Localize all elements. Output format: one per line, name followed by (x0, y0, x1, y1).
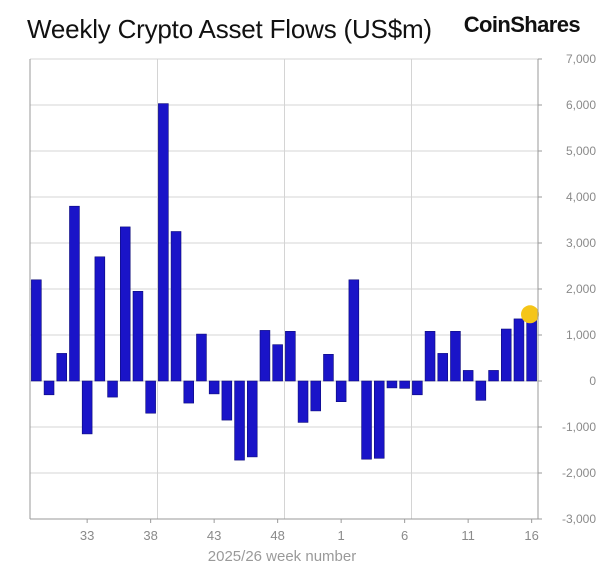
x-tick-label: 6 (401, 528, 408, 543)
bar[interactable] (323, 354, 334, 382)
bar[interactable] (500, 328, 512, 382)
bar[interactable] (31, 279, 42, 382)
y-tick-label: -1,000 (562, 420, 596, 434)
bar[interactable] (107, 380, 118, 398)
x-tick-label: 1 (338, 528, 345, 543)
bar[interactable] (475, 380, 487, 401)
coinshares-logo: CoinShares (463, 12, 581, 37)
bar[interactable] (94, 256, 106, 382)
bar[interactable] (373, 380, 385, 459)
x-axis-ticks: 33 38 43 48 1 6 11 16 (80, 519, 539, 543)
bars (31, 103, 539, 461)
bar[interactable] (424, 331, 436, 382)
bar[interactable] (158, 103, 169, 382)
x-tick-label: 16 (524, 528, 538, 543)
bar[interactable] (132, 290, 144, 382)
bar[interactable] (412, 380, 423, 396)
x-tick-label: 33 (80, 528, 94, 543)
y-tick-label: 2,000 (566, 282, 596, 296)
bar[interactable] (348, 279, 360, 382)
bar[interactable] (145, 380, 156, 414)
y-axis-ticks: 7,000 6,000 5,000 4,000 3,000 2,000 1,000 0 -1,0… (538, 52, 596, 526)
x-tick-label: 38 (143, 528, 157, 543)
bar[interactable] (488, 370, 499, 382)
x-tick-label: 48 (270, 528, 284, 543)
bar[interactable] (437, 353, 449, 382)
y-tick-label: 1,000 (566, 328, 596, 342)
bar[interactable] (119, 226, 131, 382)
bar[interactable] (513, 318, 525, 382)
y-tick-label: 5,000 (566, 144, 596, 158)
y-tick-label: 3,000 (566, 236, 596, 250)
bar[interactable] (69, 205, 80, 382)
bar[interactable] (43, 380, 55, 396)
bar[interactable] (386, 380, 398, 389)
highlight-dot (521, 305, 539, 324)
bar[interactable] (285, 331, 296, 382)
bar[interactable] (170, 231, 182, 382)
bar[interactable] (221, 380, 233, 421)
y-tick-label: 0 (589, 374, 596, 388)
bar[interactable] (196, 333, 207, 382)
bar[interactable] (462, 370, 474, 382)
x-axis-label: 2025/26 week number (208, 548, 356, 565)
x-tick-label: 11 (461, 528, 475, 543)
y-tick-label: 6,000 (566, 98, 596, 112)
bar[interactable] (183, 380, 195, 404)
bar[interactable] (208, 380, 220, 395)
bar[interactable] (234, 380, 245, 461)
bar[interactable] (56, 353, 68, 382)
gridlines (30, 58, 538, 520)
bar[interactable] (526, 313, 537, 382)
y-tick-label: 7,000 (566, 52, 596, 66)
bar[interactable] (335, 380, 347, 403)
bar[interactable] (246, 380, 258, 458)
bar[interactable] (297, 380, 309, 423)
bar[interactable] (272, 344, 283, 382)
chart-title: Weekly Crypto Asset Flows (US$m) (27, 14, 432, 44)
bar[interactable] (361, 380, 372, 460)
bar[interactable] (81, 380, 93, 435)
bar[interactable] (399, 380, 410, 389)
bar[interactable] (310, 380, 322, 412)
y-tick-label: 4,000 (566, 190, 596, 204)
y-tick-label: -2,000 (562, 466, 596, 480)
y-tick-label: -3,000 (562, 512, 596, 526)
x-tick-label: 43 (207, 528, 221, 543)
bar[interactable] (259, 330, 271, 382)
bar[interactable] (450, 331, 461, 382)
